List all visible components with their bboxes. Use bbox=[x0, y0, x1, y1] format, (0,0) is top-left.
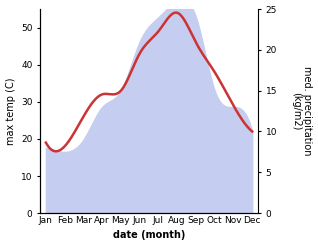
X-axis label: date (month): date (month) bbox=[113, 231, 185, 240]
Y-axis label: med. precipitation
(kg/m2): med. precipitation (kg/m2) bbox=[291, 66, 313, 156]
Y-axis label: max temp (C): max temp (C) bbox=[5, 77, 16, 145]
